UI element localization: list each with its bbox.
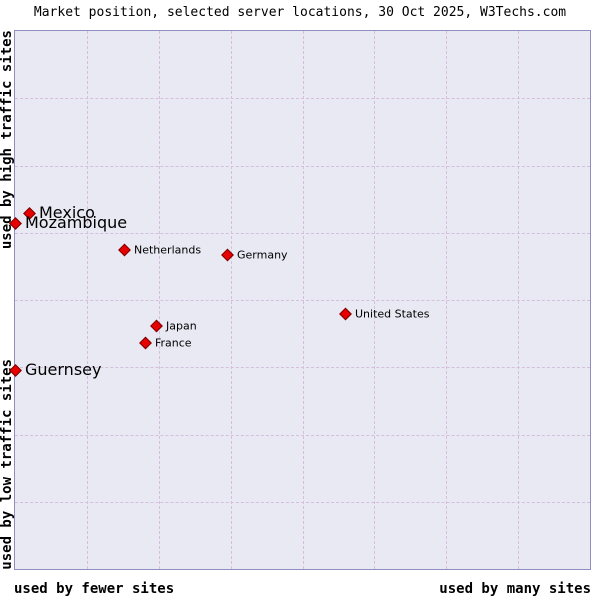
gridline-horizontal — [15, 434, 590, 436]
data-point-guernsey: Guernsey — [9, 360, 102, 379]
diamond-marker-icon — [9, 363, 22, 377]
data-point-germany: Germany — [221, 248, 288, 262]
gridline-vertical — [446, 31, 448, 569]
diamond-marker-icon — [221, 248, 234, 262]
gridline-horizontal — [15, 165, 590, 167]
point-label: Japan — [166, 319, 197, 333]
data-point-france: France — [139, 336, 192, 350]
gridline-horizontal — [15, 98, 590, 100]
gridline-vertical — [302, 31, 304, 569]
gridline-vertical — [374, 31, 376, 569]
point-label: Netherlands — [134, 243, 202, 257]
gridline-horizontal — [15, 232, 590, 234]
gridline-vertical — [158, 31, 160, 569]
point-label: Mexico — [39, 203, 95, 222]
data-point-mexico: Mexico — [23, 203, 95, 222]
gridline-vertical — [230, 31, 232, 569]
point-label: Germany — [237, 248, 288, 262]
gridline-vertical — [86, 31, 88, 569]
data-point-united-states: United States — [339, 307, 430, 321]
chart-title: Market position, selected server locatio… — [33, 5, 567, 20]
point-label: Mozambique — [25, 213, 128, 232]
y-axis-label-low-traffic: used by low traffic sites — [0, 359, 15, 570]
data-point-netherlands: Netherlands — [118, 243, 202, 257]
plot-area: Mexico Mozambique Netherlands Germany United… — [9, 30, 591, 570]
point-label: United States — [355, 307, 430, 321]
diamond-marker-icon — [150, 319, 163, 333]
data-point-mozambique: Mozambique — [9, 213, 128, 232]
x-axis-label-fewer-sites: used by fewer sites — [14, 581, 175, 597]
point-label: France — [155, 336, 192, 350]
x-axis-label-many-sites: used by many sites — [439, 581, 591, 597]
gridline-vertical — [518, 31, 520, 569]
data-point-japan: Japan — [150, 319, 197, 333]
diamond-marker-icon — [9, 216, 22, 230]
gridline-horizontal — [15, 300, 590, 301]
diamond-marker-icon — [339, 307, 352, 321]
point-label: Guernsey — [25, 360, 102, 379]
diamond-marker-icon — [118, 243, 131, 257]
diamond-marker-icon — [139, 336, 152, 350]
gridline-horizontal — [15, 501, 590, 503]
